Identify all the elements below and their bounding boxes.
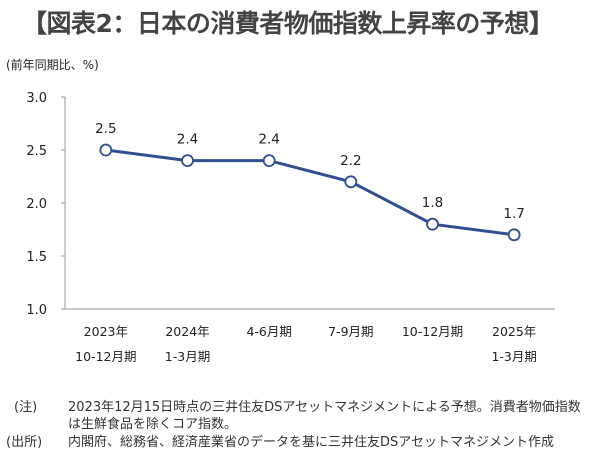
- note-line-1: 2023年12月15日時点の三井住友DSアセットマネジメントによる予想。消費者物…: [68, 400, 581, 415]
- data-point: [262, 154, 276, 168]
- y-tick-label: 1.5: [26, 250, 47, 265]
- x-tick-label-line2: 1-3月期: [491, 349, 536, 364]
- y-tick-label: 1.0: [26, 303, 47, 318]
- y-axis-unit-label: (前年同期比、%): [6, 58, 99, 72]
- data-point: [426, 217, 439, 231]
- note-label: (注): [14, 400, 38, 415]
- x-tick-label-line2: 10-12月期: [75, 349, 136, 364]
- note-line-2: は生鮮食品を除くコア指数。: [68, 417, 238, 432]
- data-label: 2.2: [340, 153, 361, 169]
- source-text: 内閣府、総務省、経済産業省のデータを基に三井住友DSアセットマネジメント作成: [68, 435, 555, 450]
- data-point: [344, 175, 358, 189]
- data-label: 2.4: [258, 132, 279, 148]
- data-label: 2.5: [95, 121, 116, 137]
- x-tick-label: 2025年: [492, 324, 536, 339]
- data-point: [181, 154, 194, 168]
- chart-title: 【図表2：日本の消費者物価指数上昇率の予想】: [22, 9, 554, 38]
- data-point: [507, 228, 521, 242]
- data-label: 1.8: [422, 195, 443, 211]
- data-point: [99, 143, 113, 157]
- x-tick-label: 7-9月期: [328, 324, 373, 339]
- source-label: (出所): [6, 435, 43, 450]
- y-tick-label: 2.0: [26, 197, 47, 212]
- data-label: 2.4: [177, 132, 198, 148]
- x-tick-label: 2023年: [84, 324, 128, 339]
- y-tick-label: 3.0: [26, 91, 47, 106]
- line-chart: 1.0 1.5 2.0 2.5 3.0 2023年 10-12月期 2024年 1-3月期 4-6…: [26, 91, 555, 364]
- x-tick-label: 2024年: [165, 324, 209, 339]
- x-tick-label: 10-12月期: [402, 324, 463, 339]
- y-tick-label: 2.5: [26, 144, 47, 159]
- x-tick-label-line2: 1-3月期: [165, 349, 210, 364]
- data-label: 1.7: [503, 206, 524, 222]
- series-line: [105, 148, 515, 237]
- x-tick-label: 4-6月期: [246, 324, 291, 339]
